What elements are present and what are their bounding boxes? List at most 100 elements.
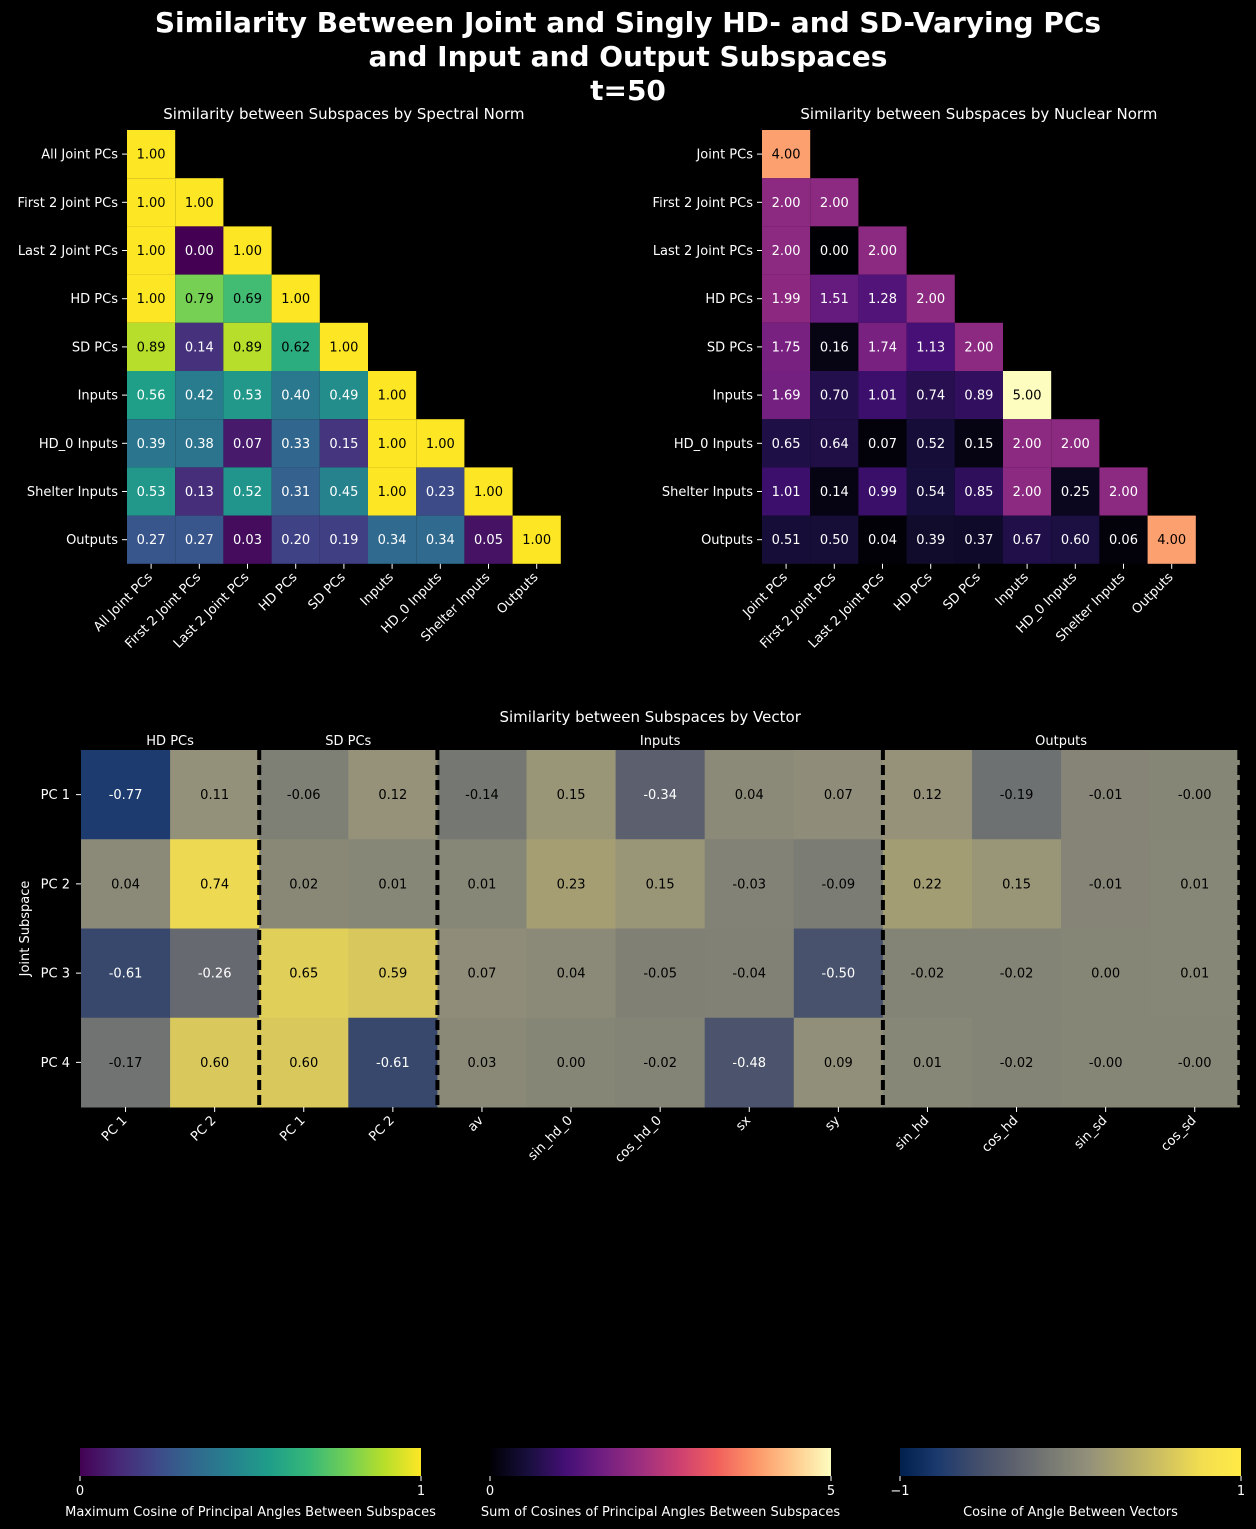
x-tick-label: SD PCs: [941, 570, 984, 613]
cell-value-label: 1.01: [772, 485, 801, 500]
y-tick-label: All Joint PCs: [41, 148, 118, 163]
cell-value-label: 0.15: [1002, 877, 1031, 892]
cell-value-label: 0.89: [137, 340, 166, 355]
heatmap-cell: [858, 226, 907, 275]
cell-value-label: 1.00: [378, 437, 407, 452]
heatmap-cell: [170, 839, 260, 929]
heatmap-cell: [348, 1017, 438, 1108]
heatmap-cell: [223, 226, 272, 275]
x-tick-label: Joint PCs: [740, 570, 791, 621]
heatmap-cell: [1051, 419, 1100, 468]
heatmap-cell: [526, 750, 617, 840]
cell-value-label: 0.25: [1061, 485, 1090, 500]
heatmap-cell: [906, 515, 955, 564]
heatmap-cell: [175, 322, 224, 371]
cell-value-label: 0.27: [185, 533, 214, 548]
cell-value-label: 0.37: [964, 533, 993, 548]
cell-value-label: 1.00: [329, 340, 358, 355]
colorbar-label: Sum of Cosines of Principal Angles Betwe…: [481, 1505, 840, 1520]
heatmap-cell: [223, 515, 272, 564]
heatmap-cell: [1099, 467, 1148, 516]
heatmap-cell: [1061, 839, 1151, 929]
x-tick-label: PC 2: [366, 1113, 397, 1144]
cell-value-label: 1.00: [426, 437, 455, 452]
heatmap-cell: [526, 928, 617, 1019]
cell-value-label: 0.39: [137, 437, 166, 452]
colorbar-tick-label: 0: [486, 1484, 494, 1499]
cell-value-label: 2.00: [964, 340, 993, 355]
x-tick-label: Inputs: [993, 570, 1032, 609]
cell-value-label: 0.02: [289, 877, 318, 892]
heatmap-cell: [762, 371, 811, 420]
cell-value-label: 2.00: [1013, 485, 1042, 500]
heatmap-cell: [1061, 750, 1151, 840]
heatmap-cell: [906, 274, 955, 323]
cell-value-label: 1.75: [772, 340, 801, 355]
heatmap-cell: [1051, 467, 1100, 516]
heatmap-cell: [1150, 839, 1240, 929]
group-title: SD PCs: [325, 734, 371, 749]
heatmap-cell: [259, 839, 349, 929]
heatmap-cell: [906, 322, 955, 371]
heatmap-cell: [858, 274, 907, 323]
heatmap-cell: [127, 178, 176, 227]
cell-value-label: -0.03: [732, 877, 766, 892]
cell-value-label: 0.23: [426, 485, 455, 500]
heatmap-cell: [271, 274, 320, 323]
y-tick-label: PC 2: [41, 877, 70, 892]
heatmap-cell: [615, 839, 706, 929]
cell-value-label: 0.00: [820, 244, 849, 259]
colorbar-tick-label: 5: [827, 1484, 835, 1499]
heatmap-cell: [762, 467, 811, 516]
heatmap-cell: [882, 928, 973, 1019]
heatmap-cell: [271, 371, 320, 420]
heatmap-cell: [762, 178, 811, 227]
y-tick-label: PC 4: [41, 1056, 70, 1071]
heatmap-cell: [319, 322, 368, 371]
cell-value-label: 0.06: [1109, 533, 1138, 548]
cell-value-label: 0.45: [329, 485, 358, 500]
colorbar-tick-label: 0: [76, 1484, 84, 1499]
heatmap-cell: [704, 928, 795, 1019]
cell-value-label: 0.52: [916, 437, 945, 452]
x-tick-label: Outputs: [494, 570, 541, 617]
heatmap-cell: [906, 419, 955, 468]
colorbar-label: Cosine of Angle Between Vectors: [963, 1505, 1178, 1520]
heatmap-cell: [437, 839, 527, 929]
heatmap-cell: [762, 419, 811, 468]
x-tick-label: cos_hd: [979, 1113, 1021, 1155]
cell-value-label: -0.48: [732, 1056, 766, 1071]
cell-value-label: 0.22: [913, 877, 942, 892]
heatmap-cell: [81, 1017, 171, 1108]
heatmap-cell: [319, 467, 368, 516]
cell-value-label: 1.01: [868, 389, 897, 404]
cell-value-label: 1.99: [772, 292, 801, 307]
heatmap-cell: [858, 371, 907, 420]
cell-value-label: 0.00: [557, 1056, 586, 1071]
cell-value-label: 2.00: [916, 292, 945, 307]
cell-value-label: 0.89: [233, 340, 262, 355]
heatmap-cell: [223, 419, 272, 468]
cell-value-label: 0.15: [646, 877, 675, 892]
heatmap-cell: [271, 419, 320, 468]
heatmap-cell: [319, 371, 368, 420]
heatmap-cell: [127, 467, 176, 516]
x-tick-label: sin_sd: [1071, 1113, 1110, 1152]
x-tick-label: SD PCs: [306, 570, 349, 613]
heatmap-cell: [175, 419, 224, 468]
colorbar-tick-label: 1: [1237, 1484, 1245, 1499]
y-tick-label: Last 2 Joint PCs: [18, 244, 118, 259]
heatmap-title: Similarity between Subspaces by Spectral…: [163, 105, 524, 123]
y-tick-label: Shelter Inputs: [27, 485, 118, 500]
heatmap-cell: [127, 130, 176, 179]
cell-value-label: 1.00: [378, 389, 407, 404]
colorbar: [490, 1448, 831, 1476]
cell-value-label: 0.07: [868, 437, 897, 452]
y-tick-label: Last 2 Joint PCs: [653, 244, 753, 259]
x-tick-label: PC 2: [188, 1113, 219, 1144]
heatmap-cell: [882, 839, 973, 929]
heatmap-cell: [1003, 515, 1052, 564]
heatmap-cell: [271, 515, 320, 564]
cell-value-label: -0.00: [1089, 1056, 1123, 1071]
cell-value-label: -0.01: [1089, 788, 1123, 803]
